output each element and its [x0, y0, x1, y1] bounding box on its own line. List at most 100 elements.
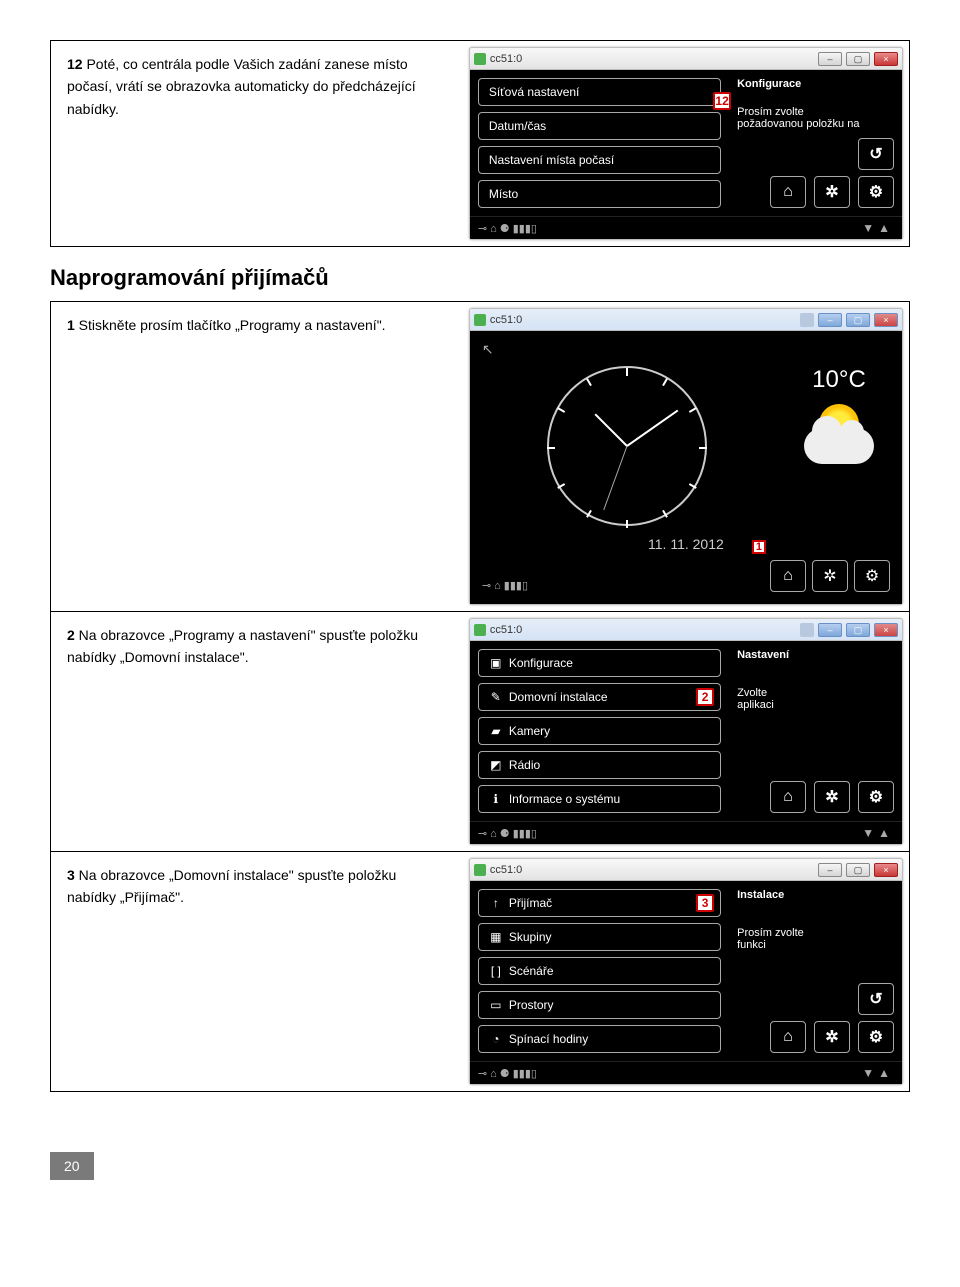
fan-button[interactable]: ✲ — [814, 781, 850, 813]
device-screen: Síťová nastavení Datum/čas Nastavení mís… — [470, 70, 902, 216]
step-3-text: 3 Na obrazovce „Domovní instalace" spusť… — [51, 852, 463, 1091]
window-titlebar: cc51:0 – ▢ × — [470, 619, 902, 641]
maximize-button[interactable]: ▢ — [846, 313, 870, 327]
window-title: cc51:0 — [490, 864, 522, 876]
back-button[interactable]: ↺ — [858, 983, 894, 1015]
status-bar: ⊸ ⌂ ⚈ ▮▮▮▯ ▼▲ — [470, 216, 902, 239]
rooms-icon: ▭ — [489, 998, 503, 1012]
close-button[interactable]: × — [874, 623, 898, 637]
radio-icon: ◩ — [489, 758, 503, 772]
menu-sysinfo[interactable]: ℹInformace o systému — [478, 785, 721, 813]
side-title: Konfigurace — [737, 78, 894, 90]
device-screen: ↑Přijímač 3 ▦Skupiny [ ]Scénáře ▭Prostor… — [470, 881, 902, 1061]
fan-button[interactable]: ✲ — [814, 176, 850, 208]
back-button[interactable]: ↺ — [858, 138, 894, 170]
side-title: Instalace — [737, 889, 894, 901]
status-r[interactable]: ▼▲ — [862, 1066, 894, 1080]
menu-groups[interactable]: ▦Skupiny — [478, 923, 721, 951]
side-l1: Zvolte — [737, 687, 894, 699]
fan-button[interactable]: ✲ — [814, 1021, 850, 1053]
fan-button[interactable]: ✲ — [812, 560, 848, 592]
minimize-button[interactable]: – — [818, 313, 842, 327]
step-1-row: 1 Stiskněte prosím tlačítko „Programy a … — [50, 301, 910, 612]
menu-location[interactable]: Místo — [478, 180, 721, 208]
info-icon: ℹ — [489, 792, 503, 806]
settings-button[interactable]: ⚙ — [858, 1021, 894, 1053]
step-12-text: 12 Poté, co centrála podle Vašich zadání… — [51, 41, 463, 246]
menu-cameras[interactable]: ▰Kamery — [478, 717, 721, 745]
callout-2: 2 — [696, 688, 714, 706]
home-button[interactable]: ⌂ — [770, 560, 806, 592]
camera-icon: ▰ — [489, 724, 503, 738]
close-button[interactable]: × — [874, 863, 898, 877]
status-r[interactable]: ▼▲ — [862, 826, 894, 840]
window-title: cc51:0 — [490, 314, 522, 326]
settings-button[interactable]: ⚙ — [854, 560, 890, 592]
hour-hand — [594, 413, 627, 446]
minimize-button[interactable]: – — [818, 623, 842, 637]
close-button[interactable]: × — [874, 313, 898, 327]
side-l1: Prosím zvolte — [737, 927, 894, 939]
maximize-button[interactable]: ▢ — [846, 863, 870, 877]
minute-hand — [626, 410, 678, 447]
status-l: ⊸ ⌂ ⚈ ▮▮▮▯ — [478, 1067, 537, 1080]
maximize-button[interactable]: ▢ — [846, 623, 870, 637]
menu-radio[interactable]: ◩Rádio — [478, 751, 721, 779]
settings-button[interactable]: ⚙ — [858, 781, 894, 813]
menu-datetime[interactable]: Datum/čas — [478, 112, 721, 140]
step-1-body: Stiskněte prosím tlačítko „Programy a na… — [75, 317, 386, 333]
tool-icon[interactable] — [800, 623, 814, 637]
callout-1: 1 — [752, 540, 766, 554]
tool-icon[interactable] — [800, 313, 814, 327]
pointer-icon: ↖ — [478, 339, 894, 360]
step-1-num: 1 — [67, 317, 75, 333]
menu-scenes[interactable]: [ ]Scénáře — [478, 957, 721, 985]
menu-network[interactable]: Síťová nastavení — [478, 78, 721, 106]
app-icon — [474, 53, 486, 65]
screenshot-3: cc51:0 – ▢ × ↑Přijímač 3 ▦Skupiny [ ]Scé… — [469, 858, 903, 1085]
status-r[interactable]: ▼▲ — [862, 221, 894, 235]
step-2-body: Na obrazovce „Programy a nastavení" spus… — [67, 627, 418, 665]
menu-config[interactable]: ▣Konfigurace — [478, 649, 721, 677]
menu-rooms[interactable]: ▭Prostory — [478, 991, 721, 1019]
close-button[interactable]: × — [874, 52, 898, 66]
window-titlebar: cc51:0 – ▢ × — [470, 309, 902, 331]
status-bar: ⊸ ⌂ ⚈ ▮▮▮▯ ▼▲ — [470, 821, 902, 844]
page-number: 20 — [50, 1152, 94, 1180]
menu-home-install[interactable]: ✎Domovní instalace 2 — [478, 683, 721, 711]
home-button[interactable]: ⌂ — [770, 1021, 806, 1053]
screenshot-1: cc51:0 – ▢ × ↖ — [469, 308, 903, 605]
status-l: ⊸ ⌂ ⚈ ▮▮▮▯ — [478, 827, 537, 840]
window-title: cc51:0 — [490, 53, 522, 65]
step-12-num: 12 — [67, 56, 83, 72]
maximize-button[interactable]: ▢ — [846, 52, 870, 66]
device-screen: ↖ — [470, 331, 902, 604]
screenshot-12: cc51:0 – ▢ × Síťová nastavení Datum/čas … — [469, 47, 903, 240]
wrench-icon: ✎ — [489, 690, 503, 704]
menu-weather-loc[interactable]: Nastavení místa počasí — [478, 146, 721, 174]
cloud-icon — [804, 428, 874, 464]
receiver-icon: ↑ — [489, 896, 503, 910]
settings-button[interactable]: ⚙ — [858, 176, 894, 208]
home-button[interactable]: ⌂ — [770, 781, 806, 813]
device-screen: ▣Konfigurace ✎Domovní instalace 2 ▰Kamer… — [470, 641, 902, 821]
section-heading: Naprogramování přijímačů — [50, 265, 910, 291]
step-2-text: 2 Na obrazovce „Programy a nastavení" sp… — [51, 612, 463, 851]
step-3-body: Na obrazovce „Domovní instalace" spusťte… — [67, 867, 396, 905]
minimize-button[interactable]: – — [818, 52, 842, 66]
window-titlebar: cc51:0 – ▢ × — [470, 48, 902, 70]
analog-clock — [547, 366, 707, 526]
step-3-num: 3 — [67, 867, 75, 883]
date-text: 11. 11. 2012 — [478, 536, 894, 552]
status-l: ⊸ ⌂ ⚈ ▮▮▮▯ — [478, 222, 537, 235]
groups-icon: ▦ — [489, 930, 503, 944]
minimize-button[interactable]: – — [818, 863, 842, 877]
app-icon — [474, 864, 486, 876]
menu-timer[interactable]: ◔Spínací hodiny — [478, 1025, 721, 1053]
clock-icon: ◔ — [489, 1032, 503, 1046]
window-title: cc51:0 — [490, 624, 522, 636]
home-button[interactable]: ⌂ — [770, 176, 806, 208]
menu-receiver[interactable]: ↑Přijímač 3 — [478, 889, 721, 917]
scenes-icon: [ ] — [489, 964, 503, 978]
side-l2: funkci — [737, 939, 894, 951]
